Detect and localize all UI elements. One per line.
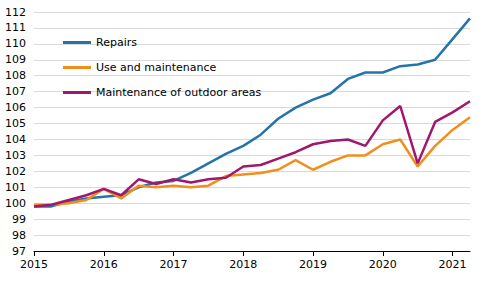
svg-text:99: 99 xyxy=(12,213,26,226)
svg-text:Maintenance of outdoor areas: Maintenance of outdoor areas xyxy=(96,86,261,99)
svg-text:110: 110 xyxy=(5,37,26,50)
svg-text:108: 108 xyxy=(5,69,26,82)
svg-text:101: 101 xyxy=(5,181,26,194)
svg-text:2018: 2018 xyxy=(229,258,257,271)
svg-text:105: 105 xyxy=(5,117,26,130)
svg-text:107: 107 xyxy=(5,85,26,98)
svg-text:111: 111 xyxy=(5,21,26,34)
svg-text:98: 98 xyxy=(12,229,26,242)
svg-text:104: 104 xyxy=(5,133,26,146)
svg-text:2021: 2021 xyxy=(439,258,467,271)
svg-text:2020: 2020 xyxy=(369,258,397,271)
svg-text:112: 112 xyxy=(5,6,26,19)
svg-text:106: 106 xyxy=(5,101,26,114)
svg-text:109: 109 xyxy=(5,53,26,66)
svg-text:Repairs: Repairs xyxy=(96,36,137,49)
svg-text:2015: 2015 xyxy=(20,258,48,271)
svg-text:2017: 2017 xyxy=(160,258,188,271)
svg-text:102: 102 xyxy=(5,165,26,178)
svg-text:2016: 2016 xyxy=(90,258,118,271)
svg-text:97: 97 xyxy=(12,245,26,258)
svg-text:2019: 2019 xyxy=(299,258,327,271)
svg-text:103: 103 xyxy=(5,149,26,162)
svg-text:Use and maintenance: Use and maintenance xyxy=(96,61,217,74)
svg-text:100: 100 xyxy=(5,197,26,210)
